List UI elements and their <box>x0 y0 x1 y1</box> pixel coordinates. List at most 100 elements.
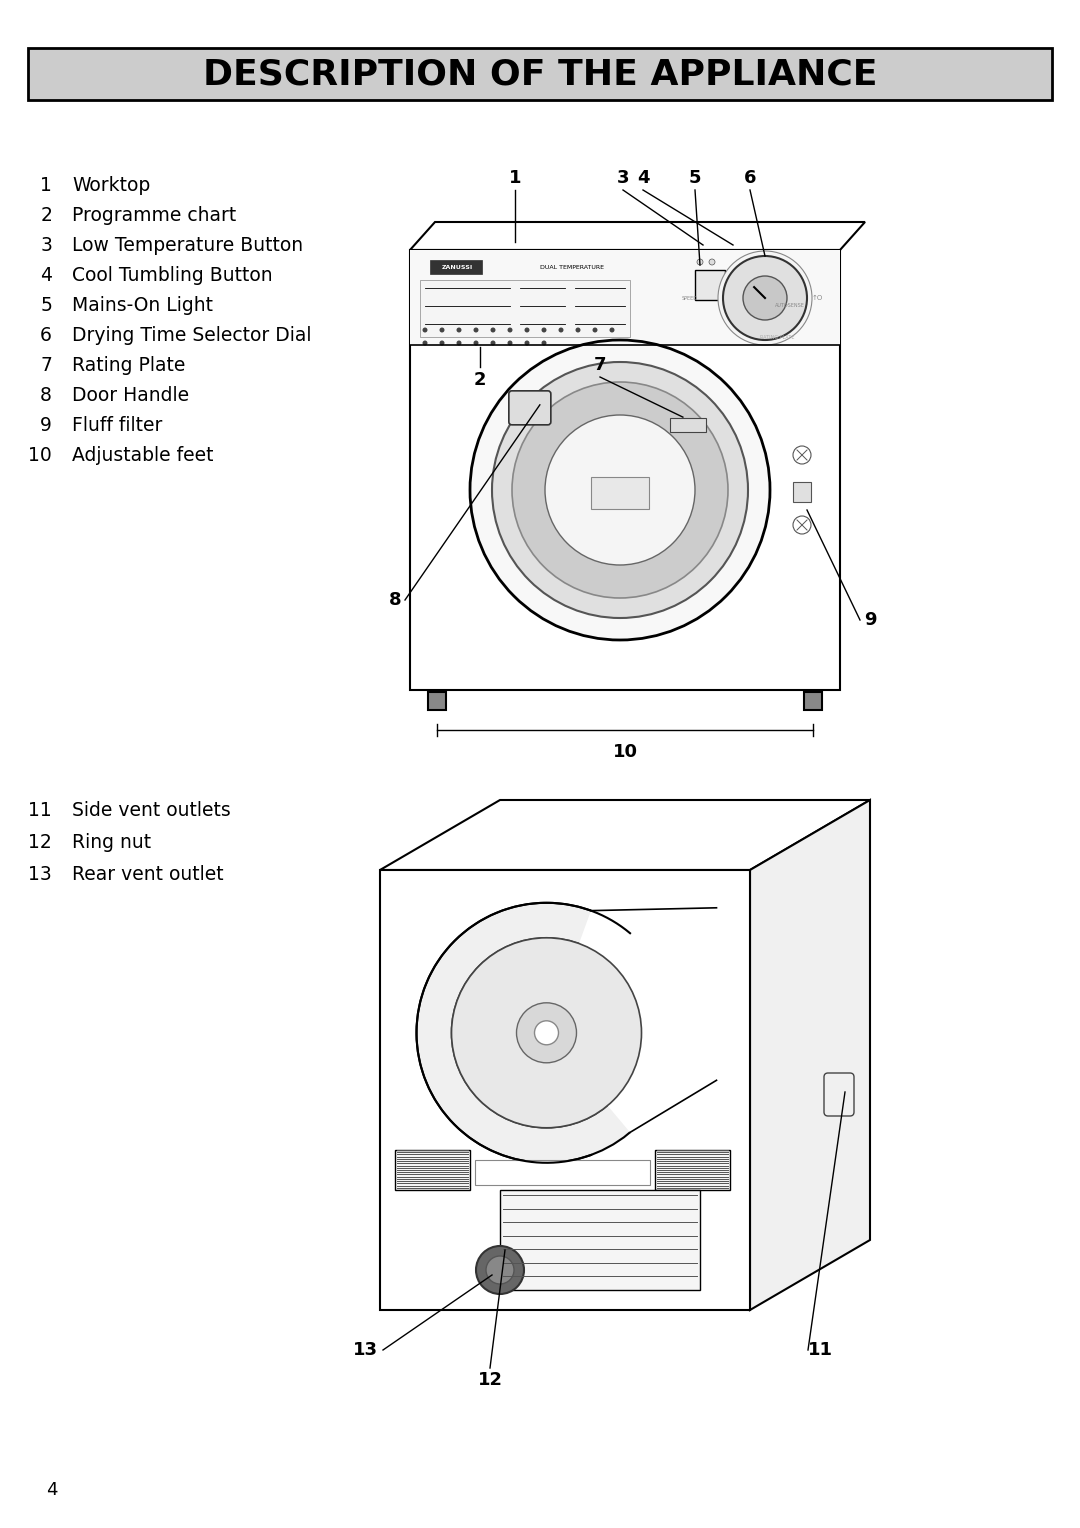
FancyBboxPatch shape <box>428 692 446 711</box>
Text: Cool Tumbling Button: Cool Tumbling Button <box>72 266 272 284</box>
Circle shape <box>525 327 529 333</box>
Circle shape <box>697 260 703 264</box>
Circle shape <box>508 341 513 345</box>
Text: 2: 2 <box>40 205 52 225</box>
Text: 6: 6 <box>40 325 52 344</box>
Text: 11: 11 <box>808 1342 833 1358</box>
Text: ZANUSSI: ZANUSSI <box>442 264 473 269</box>
Text: Side vent outlets: Side vent outlets <box>72 801 231 819</box>
Polygon shape <box>410 222 865 251</box>
Text: DUAL TEMPERATURE: DUAL TEMPERATURE <box>540 264 604 269</box>
Circle shape <box>793 446 811 465</box>
Circle shape <box>422 327 428 333</box>
Circle shape <box>609 327 615 333</box>
Circle shape <box>490 327 496 333</box>
FancyBboxPatch shape <box>410 251 840 691</box>
Text: 11: 11 <box>28 801 52 819</box>
Circle shape <box>451 938 642 1128</box>
FancyBboxPatch shape <box>410 251 840 345</box>
Text: 13: 13 <box>28 865 52 883</box>
Circle shape <box>451 938 642 1128</box>
Text: 10: 10 <box>28 446 52 465</box>
Circle shape <box>793 516 811 533</box>
Text: Rating Plate: Rating Plate <box>72 356 186 374</box>
Circle shape <box>516 1002 577 1063</box>
FancyBboxPatch shape <box>654 1151 730 1190</box>
Text: ↑O: ↑O <box>812 295 823 301</box>
Circle shape <box>545 416 696 565</box>
Text: 4: 4 <box>40 266 52 284</box>
Circle shape <box>535 1021 558 1045</box>
Polygon shape <box>380 801 870 869</box>
FancyBboxPatch shape <box>824 1073 854 1115</box>
Circle shape <box>516 1002 577 1063</box>
Text: Rear vent outlet: Rear vent outlet <box>72 865 224 883</box>
FancyBboxPatch shape <box>804 692 822 711</box>
Circle shape <box>486 1256 514 1284</box>
Circle shape <box>708 260 715 264</box>
Wedge shape <box>546 906 681 1137</box>
Circle shape <box>508 327 513 333</box>
Text: Mains-On Light: Mains-On Light <box>72 295 213 315</box>
Circle shape <box>417 903 676 1163</box>
FancyBboxPatch shape <box>696 270 725 299</box>
Text: 10: 10 <box>612 743 637 761</box>
Text: Drying Time Selector Dial: Drying Time Selector Dial <box>72 325 311 344</box>
Circle shape <box>512 382 728 597</box>
Text: 1: 1 <box>509 170 522 186</box>
Text: Ring nut: Ring nut <box>72 833 151 851</box>
FancyBboxPatch shape <box>395 1151 470 1190</box>
Circle shape <box>492 362 748 617</box>
FancyBboxPatch shape <box>509 391 551 425</box>
Text: 12: 12 <box>28 833 52 851</box>
Circle shape <box>525 341 529 345</box>
Circle shape <box>457 341 461 345</box>
FancyBboxPatch shape <box>793 481 811 503</box>
FancyBboxPatch shape <box>730 270 760 299</box>
FancyBboxPatch shape <box>430 260 482 274</box>
Circle shape <box>558 327 564 333</box>
Text: Low Temperature Button: Low Temperature Button <box>72 235 303 255</box>
Circle shape <box>593 327 597 333</box>
Polygon shape <box>750 801 870 1309</box>
Circle shape <box>440 327 445 333</box>
FancyBboxPatch shape <box>591 477 649 509</box>
Circle shape <box>457 327 461 333</box>
Circle shape <box>535 1021 558 1045</box>
Circle shape <box>576 327 581 333</box>
Circle shape <box>541 327 546 333</box>
Circle shape <box>743 277 787 319</box>
Text: 3: 3 <box>617 170 630 186</box>
Text: 12: 12 <box>477 1371 502 1389</box>
Text: 7: 7 <box>40 356 52 374</box>
Text: SPEED: SPEED <box>681 295 698 301</box>
Text: 2: 2 <box>474 371 486 390</box>
Text: Door Handle: Door Handle <box>72 385 189 405</box>
FancyBboxPatch shape <box>500 1190 700 1290</box>
Text: 9: 9 <box>40 416 52 434</box>
Circle shape <box>723 257 807 341</box>
Text: DESCRIPTION OF THE APPLIANCE: DESCRIPTION OF THE APPLIANCE <box>203 57 877 92</box>
Text: 5: 5 <box>689 170 701 186</box>
Circle shape <box>476 1245 524 1294</box>
Circle shape <box>422 341 428 345</box>
Text: Worktop: Worktop <box>72 176 150 194</box>
Circle shape <box>470 341 770 640</box>
Text: AUTOSENSE: AUTOSENSE <box>775 303 805 307</box>
Text: 1: 1 <box>40 176 52 194</box>
FancyBboxPatch shape <box>475 1160 650 1186</box>
Text: 4: 4 <box>637 170 649 186</box>
Text: 13: 13 <box>352 1342 378 1358</box>
Circle shape <box>718 251 812 345</box>
Text: 6: 6 <box>744 170 756 186</box>
Text: 3: 3 <box>40 235 52 255</box>
FancyBboxPatch shape <box>28 47 1052 99</box>
Circle shape <box>541 341 546 345</box>
FancyBboxPatch shape <box>380 869 750 1309</box>
Text: RATING PLATE: RATING PLATE <box>760 335 795 339</box>
Circle shape <box>440 341 445 345</box>
Text: 8: 8 <box>40 385 52 405</box>
Text: 8: 8 <box>389 591 402 610</box>
Text: Fluff filter: Fluff filter <box>72 416 162 434</box>
Text: 7: 7 <box>594 356 606 374</box>
